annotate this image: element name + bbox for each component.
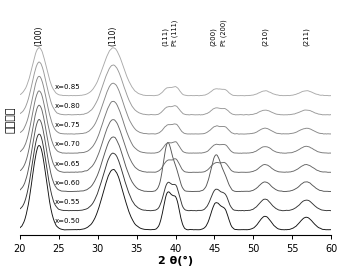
Text: x=0.60: x=0.60 xyxy=(55,180,81,186)
Text: x=0.80: x=0.80 xyxy=(55,103,81,109)
Text: (210): (210) xyxy=(262,27,268,46)
Text: (200): (200) xyxy=(210,27,216,46)
Text: (111): (111) xyxy=(162,27,168,46)
Text: (100): (100) xyxy=(35,25,44,46)
Text: x=0.70: x=0.70 xyxy=(55,141,81,147)
Y-axis label: 相对强度: 相对强度 xyxy=(5,107,15,133)
Text: x=0.75: x=0.75 xyxy=(55,122,80,128)
Text: x=0.55: x=0.55 xyxy=(55,199,80,205)
Text: x=0.65: x=0.65 xyxy=(55,160,80,166)
Text: x=0.85: x=0.85 xyxy=(55,84,80,90)
X-axis label: 2 θ(°): 2 θ(°) xyxy=(158,256,193,267)
Text: (110): (110) xyxy=(109,25,118,46)
Text: Pt (200): Pt (200) xyxy=(220,19,227,46)
Text: x=0.50: x=0.50 xyxy=(55,218,80,224)
Text: Pt (111): Pt (111) xyxy=(171,19,178,46)
Text: (211): (211) xyxy=(303,27,310,46)
